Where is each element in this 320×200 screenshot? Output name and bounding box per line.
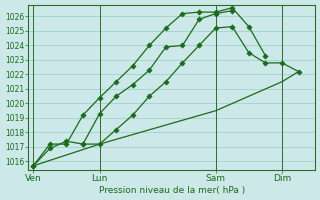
X-axis label: Pression niveau de la mer( hPa ): Pression niveau de la mer( hPa ) xyxy=(99,186,245,195)
